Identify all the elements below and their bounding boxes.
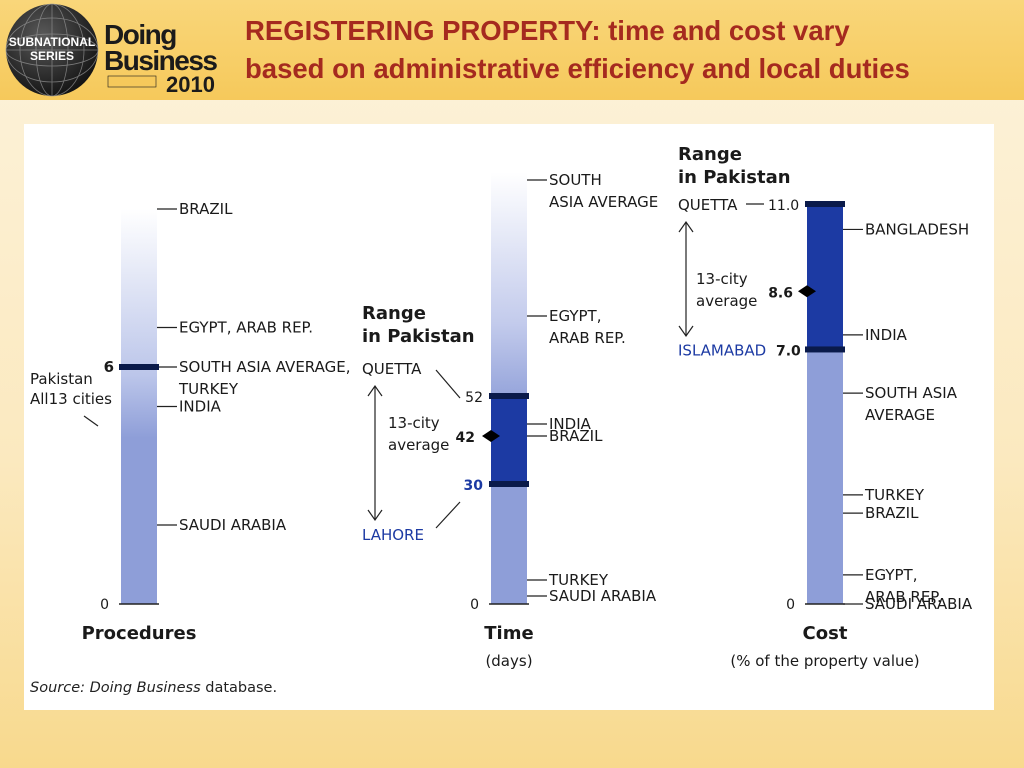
cost-entry-label-6-line-1: EGYPT,	[865, 566, 918, 584]
title-line-2: based on administrative efficiency and l…	[245, 53, 910, 84]
time-entry-label-6-line-1: SAUDI ARABIA	[549, 587, 657, 605]
logo-subnational: SUBNATIONAL	[9, 35, 95, 49]
time-entry-label-4-line-1: BRAZIL	[549, 427, 603, 445]
time-average-label-line-1: 13-city	[388, 414, 440, 432]
time-axis-title: Time	[484, 623, 533, 644]
time-entry-label-3-line-1: INDIA	[549, 415, 592, 433]
time-range-high-city: QUETTA	[362, 360, 422, 378]
page-title: REGISTERING PROPERTY: time and cost vary…	[245, 12, 1015, 88]
time-bar	[491, 172, 527, 604]
procedures-pakistan-label-line-2: All13 cities	[30, 390, 112, 408]
procedures-pakistan-marker	[119, 364, 159, 370]
cost-average-diamond	[798, 285, 816, 298]
source-prefix: Source: Doing Business	[30, 680, 201, 696]
time-range-low-marker	[489, 481, 529, 487]
cost-range-low-marker	[805, 346, 845, 353]
source-note: Source: Doing Business database.	[30, 680, 277, 696]
time-range-high-value: 52	[465, 390, 483, 406]
time-entry-label-1-line-1: SOUTH	[549, 171, 602, 189]
cost-axis-title: Cost	[803, 623, 848, 644]
cost-entry-label-3-line-1: SOUTH ASIA	[865, 384, 958, 402]
cost-range-high-city: QUETTA	[678, 196, 738, 214]
cost-range-heading-line-1: Range	[678, 144, 742, 165]
time-range-arrow-down-icon	[367, 509, 383, 522]
cost-average-label-line-1: 13-city	[696, 270, 748, 288]
chart-procedures: 0 BRAZIL EGYPT, ARAB REP. SOUTH ASIA AVERAG…	[30, 200, 350, 644]
cost-range-heading-line-2: in Pakistan	[678, 167, 791, 188]
logo-year: 2010	[166, 72, 215, 97]
logo-doing: Doing	[104, 19, 176, 50]
cost-entry-label-6-line-2: ARAB REP.	[865, 588, 942, 606]
time-entry-label-5-line-1: TURKEY	[548, 571, 609, 589]
registering-property-chart: 0 BRAZIL EGYPT, ARAB REP. SOUTH ASIA AVERAG…	[30, 144, 973, 696]
cost-range-arrow-up-icon	[678, 220, 694, 233]
procedures-entry-label-2-line-1: EGYPT, ARAB REP.	[179, 319, 313, 337]
time-range-heading-line-1: Range	[362, 303, 426, 324]
time-entry-label-2-line-1: EGYPT,	[549, 307, 602, 325]
chart-time: 0 SOUTH ASIA AVERAGE EGYPT, ARAB REP. INDIABR…	[362, 171, 658, 670]
time-average-label-line-2: average	[388, 436, 449, 454]
time-range-low-value: 30	[464, 478, 484, 494]
procedures-entry-label-3-line-1: SOUTH ASIA AVERAGE,	[179, 358, 350, 376]
cost-range-high-value: 11.0	[768, 198, 799, 214]
cost-entry-label-7-line-1: SAUDI ARABIA	[865, 595, 973, 613]
time-zero-label: 0	[470, 597, 479, 613]
time-range-arrow-up-icon	[367, 384, 383, 397]
chart-cost: 0 BANGLADESH INDIA SOUTH ASIA AVERAGE TURKEYB…	[678, 144, 973, 670]
time-range-high-pointer	[435, 369, 461, 399]
logo-business: Business	[104, 45, 217, 76]
procedures-bar	[121, 209, 157, 604]
time-range-heading-line-2: in Pakistan	[362, 326, 475, 347]
cost-zero-label: 0	[786, 597, 795, 613]
time-average-value: 42	[456, 430, 475, 446]
cost-entry-label-5-line-1: BRAZIL	[865, 504, 919, 522]
procedures-entry-label-5-line-1: SAUDI ARABIA	[179, 516, 287, 534]
procedures-axis-title: Procedures	[82, 623, 197, 644]
logo-year-bar	[107, 75, 157, 88]
cost-axis-subtitle: (% of the property value)	[730, 652, 919, 670]
time-range-low-pointer	[435, 501, 461, 529]
cost-entry-label-3-line-2: AVERAGE	[865, 406, 935, 424]
cost-entry-label-2-line-1: INDIA	[865, 326, 908, 344]
header-banner: SUBNATIONAL SERIES Doing Business 2010 R…	[0, 0, 1024, 100]
procedures-pakistan-pointer	[83, 415, 99, 427]
procedures-pakistan-value: 6	[104, 358, 114, 376]
procedures-entry-label-1-line-1: BRAZIL	[179, 200, 233, 218]
source-suffix: database.	[201, 680, 277, 696]
cost-average-value: 8.6	[768, 285, 793, 301]
time-axis-subtitle: (days)	[485, 652, 532, 670]
time-range-low-city: LAHORE	[362, 526, 424, 544]
cost-range-low-city: ISLAMABAD	[678, 341, 766, 359]
time-entry-label-1-line-2: ASIA AVERAGE	[549, 193, 658, 211]
cost-range-arrow-down-icon	[678, 325, 694, 338]
cost-entry-label-1-line-1: BANGLADESH	[865, 220, 969, 238]
procedures-pakistan-label-line-1: Pakistan	[30, 370, 93, 388]
doing-business-logo: SUBNATIONAL SERIES Doing Business 2010	[5, 3, 219, 97]
procedures-zero-label: 0	[100, 597, 109, 613]
logo-series: SERIES	[30, 49, 74, 63]
time-range-high-marker	[489, 393, 529, 399]
time-entry-label-2-line-2: ARAB REP.	[549, 329, 626, 347]
procedures-entry-label-4-line-1: INDIA	[179, 398, 222, 416]
time-pakistan-range-bar	[491, 396, 527, 484]
cost-average-label-line-2: average	[696, 292, 757, 310]
procedures-entry-label-3-line-2: TURKEY	[178, 380, 239, 398]
chart-panel: 0 BRAZIL EGYPT, ARAB REP. SOUTH ASIA AVERAG…	[24, 124, 994, 710]
cost-range-high-marker	[805, 201, 845, 207]
cost-range-low-value: 7.0	[776, 343, 801, 359]
cost-entry-label-4-line-1: TURKEY	[864, 486, 925, 504]
title-line-1: REGISTERING PROPERTY: time and cost vary	[245, 15, 850, 46]
cost-pakistan-range-bar	[807, 204, 843, 350]
time-average-diamond	[482, 430, 500, 442]
